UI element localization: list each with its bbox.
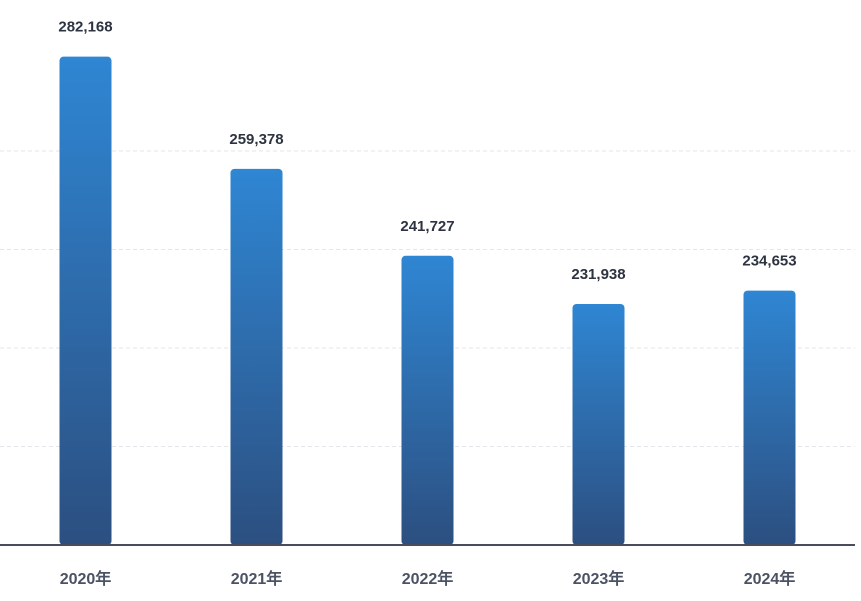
value-label: 282,168 bbox=[58, 19, 112, 36]
value-label: 231,938 bbox=[571, 266, 625, 283]
x-tick-label: 2022年 bbox=[402, 569, 454, 588]
x-tick-label: 2023年 bbox=[573, 569, 625, 588]
bar bbox=[572, 304, 625, 545]
value-label: 234,653 bbox=[742, 253, 796, 270]
x-tick-label: 2020年 bbox=[60, 569, 112, 588]
bar bbox=[230, 168, 283, 545]
value-label: 259,378 bbox=[229, 131, 283, 148]
x-tick-label: 2024年 bbox=[744, 569, 796, 588]
value-label: 241,727 bbox=[400, 218, 454, 235]
x-tick-label: 2021年 bbox=[231, 569, 283, 588]
bar bbox=[743, 290, 796, 545]
bar bbox=[59, 56, 112, 545]
bar bbox=[401, 255, 454, 545]
